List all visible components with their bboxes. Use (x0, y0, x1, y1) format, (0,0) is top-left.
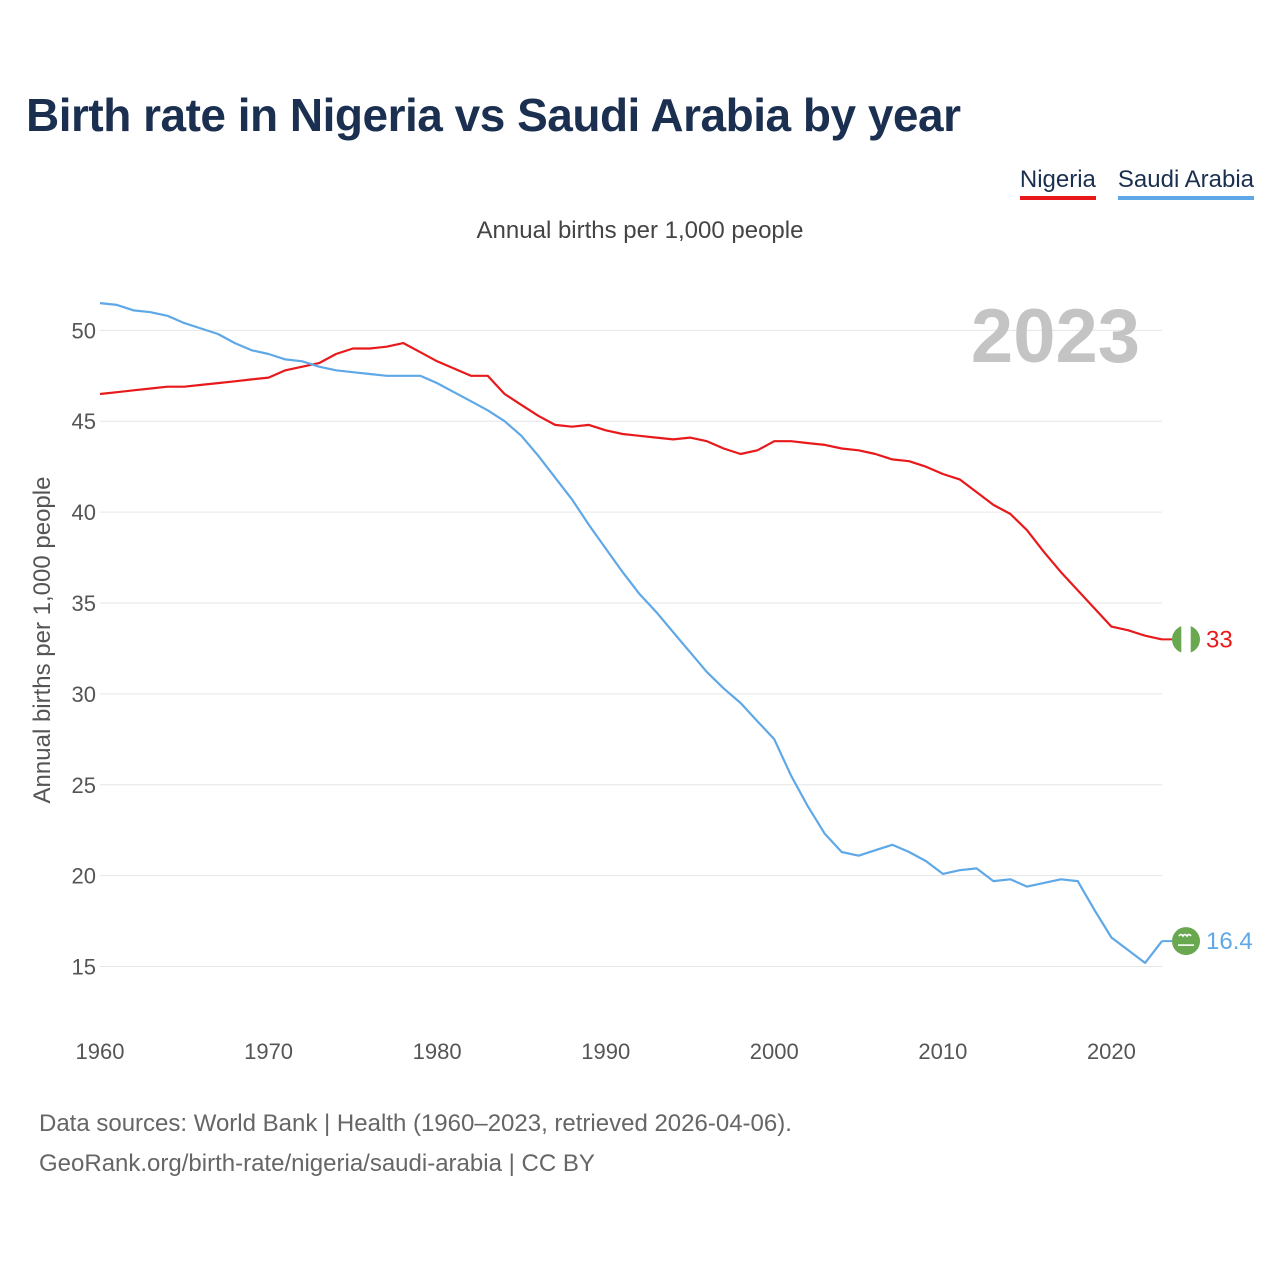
x-tick-label: 2010 (918, 1039, 967, 1064)
y-tick-label: 45 (72, 409, 96, 434)
y-tick-label: 25 (72, 773, 96, 798)
x-tick-label: 2000 (750, 1039, 799, 1064)
x-tick-label: 1960 (76, 1039, 125, 1064)
legend: Nigeria Saudi Arabia (1019, 166, 1254, 200)
footer: Data sources: World Bank | Health (1960–… (39, 1104, 792, 1184)
legend-item-saudi-arabia[interactable]: Saudi Arabia (1117, 166, 1254, 200)
end-value-label: 16.4 (1206, 928, 1253, 955)
y-tick-label: 15 (72, 955, 96, 980)
series-line-saudi-arabia (99, 302, 1163, 965)
y-tick-label: 35 (72, 591, 96, 616)
flag-script (1178, 933, 1192, 938)
chart-title: Birth rate in Nigeria vs Saudi Arabia by… (26, 89, 961, 141)
y-tick-label: 30 (72, 682, 96, 707)
x-tick-label: 1980 (413, 1039, 462, 1064)
saudi-arabia-flag-icon (1172, 927, 1200, 956)
nigeria-flag-icon (1172, 625, 1200, 654)
flag-green-right (1190, 625, 1200, 654)
footer-attribution[interactable]: GeoRank.org/birth-rate/nigeria/saudi-ara… (39, 1150, 595, 1177)
footer-sources: Data sources: World Bank | Health (1960–… (39, 1110, 792, 1137)
end-value-label: 33 (1206, 626, 1233, 653)
y-axis-label: Annual births per 1,000 people (29, 477, 56, 804)
y-tick-label: 50 (72, 318, 96, 343)
x-axis-ticks: 1960 1970 1980 1990 2000 2010 2020 (76, 1039, 1136, 1064)
series-end-markers: 33 16.4 (1162, 625, 1253, 956)
legend-item-nigeria[interactable]: Nigeria (1019, 166, 1096, 200)
flag-green-left (1172, 625, 1182, 654)
series-line-nigeria (99, 342, 1163, 641)
y-axis-ticks: 15 20 25 30 35 40 45 50 (72, 318, 96, 979)
grid-lines (100, 329, 1162, 968)
y-tick-label: 20 (72, 864, 96, 889)
chart-subtitle: Annual births per 1,000 people (476, 217, 804, 244)
y-tick-label: 40 (72, 500, 96, 525)
series-lines (99, 302, 1163, 965)
x-tick-label: 1970 (244, 1039, 293, 1064)
x-tick-label: 2020 (1087, 1039, 1136, 1064)
flag-green (1172, 927, 1200, 956)
current-year-label: 2023 (971, 294, 1140, 379)
x-tick-label: 1990 (581, 1039, 630, 1064)
